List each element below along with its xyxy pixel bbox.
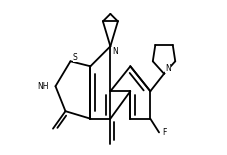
Text: S: S [73, 53, 78, 62]
Text: F: F [162, 128, 167, 137]
Text: N: N [165, 64, 171, 73]
Text: N: N [112, 47, 118, 56]
Text: NH: NH [38, 82, 49, 91]
